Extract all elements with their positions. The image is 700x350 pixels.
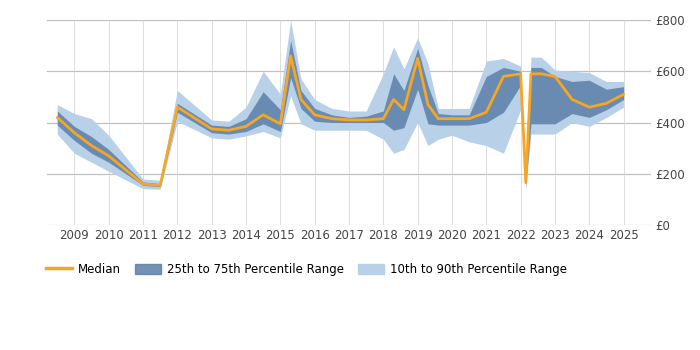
Legend: Median, 25th to 75th Percentile Range, 10th to 90th Percentile Range: Median, 25th to 75th Percentile Range, 1… xyxy=(41,258,572,281)
